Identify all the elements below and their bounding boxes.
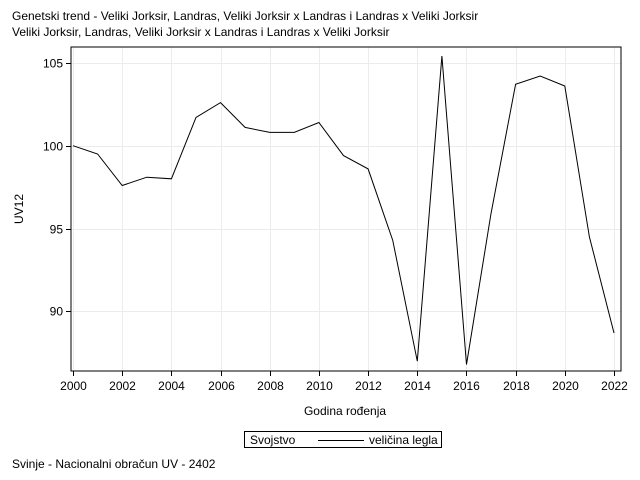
x-tick-label: 2008	[257, 379, 284, 393]
x-tick-label: 2014	[404, 379, 431, 393]
legend-series-label: veličina legla	[369, 433, 438, 447]
legend-line-swatch	[318, 440, 364, 441]
y-tick-label: 90	[50, 305, 64, 319]
y-axis-ticks: 90 95 100 105	[43, 57, 71, 319]
grid	[71, 47, 621, 371]
x-tick-label: 2002	[109, 379, 136, 393]
y-tick-label: 100	[43, 140, 63, 154]
x-tick-label: 2010	[306, 379, 333, 393]
y-tick-label: 105	[43, 57, 63, 71]
series-line	[72, 56, 615, 365]
chart-subtitle: Veliki Jorksir, Landras, Veliki Jorksir …	[12, 25, 390, 39]
chart-title: Genetski trend - Veliki Jorksir, Landras…	[12, 9, 479, 23]
x-tick-label: 2022	[601, 379, 628, 393]
y-axis-title: UV12	[12, 194, 26, 224]
x-tick-label: 2004	[158, 379, 185, 393]
x-tick-label: 2012	[355, 379, 382, 393]
x-tick-label: 2006	[208, 379, 235, 393]
legend: Svojstvo veličina legla	[244, 431, 442, 448]
x-tick-label: 2016	[453, 379, 480, 393]
x-axis-ticks: 2000 2002 2004 2006 2008 2010 2012 2014 2016 2018…	[60, 371, 628, 393]
series-layer	[72, 56, 615, 365]
x-axis-title: Godina rođenja	[304, 404, 386, 418]
plot-area-frame	[70, 46, 622, 372]
x-tick-label: 2000	[60, 379, 87, 393]
x-tick-label: 2018	[503, 379, 530, 393]
x-tick-label: 2020	[552, 379, 579, 393]
footnote: Svinje - Nacionalni obračun UV - 2402	[12, 457, 216, 471]
y-tick-label: 95	[50, 223, 64, 237]
legend-title: Svojstvo	[250, 433, 296, 447]
